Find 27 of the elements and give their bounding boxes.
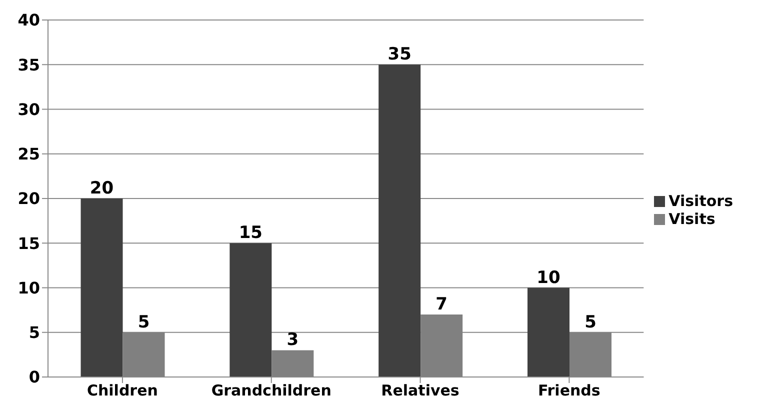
x-tick-label: Friends (538, 382, 600, 400)
x-tick-label: Relatives (381, 382, 460, 400)
bar (230, 243, 272, 377)
data-label: 20 (90, 178, 114, 198)
bar (527, 288, 570, 377)
data-label: 15 (238, 223, 263, 244)
data-label: 35 (388, 44, 412, 65)
bar (80, 198, 123, 377)
y-tick-label: 15 (18, 234, 40, 253)
legend-label: Visitors (668, 192, 733, 210)
data-label: 3 (286, 330, 299, 350)
y-tick-label: 40 (18, 10, 40, 30)
data-label: 5 (138, 312, 150, 332)
x-tick-label: Children (86, 382, 158, 400)
data-label: 10 (536, 268, 560, 288)
data-label: 5 (584, 312, 596, 332)
y-tick-label: 20 (18, 189, 40, 208)
x-tick-label: Grandchildren (211, 382, 332, 400)
bar (378, 64, 421, 377)
y-tick-label: 5 (28, 323, 40, 342)
y-tick-label: 0 (28, 368, 40, 387)
legend-label: Visits (668, 210, 716, 228)
data-label: 7 (436, 294, 448, 315)
y-tick-label: 10 (18, 278, 40, 298)
y-tick-label: 25 (18, 144, 40, 164)
y-tick-label: 30 (18, 100, 40, 119)
y-tick-label: 35 (18, 55, 40, 74)
